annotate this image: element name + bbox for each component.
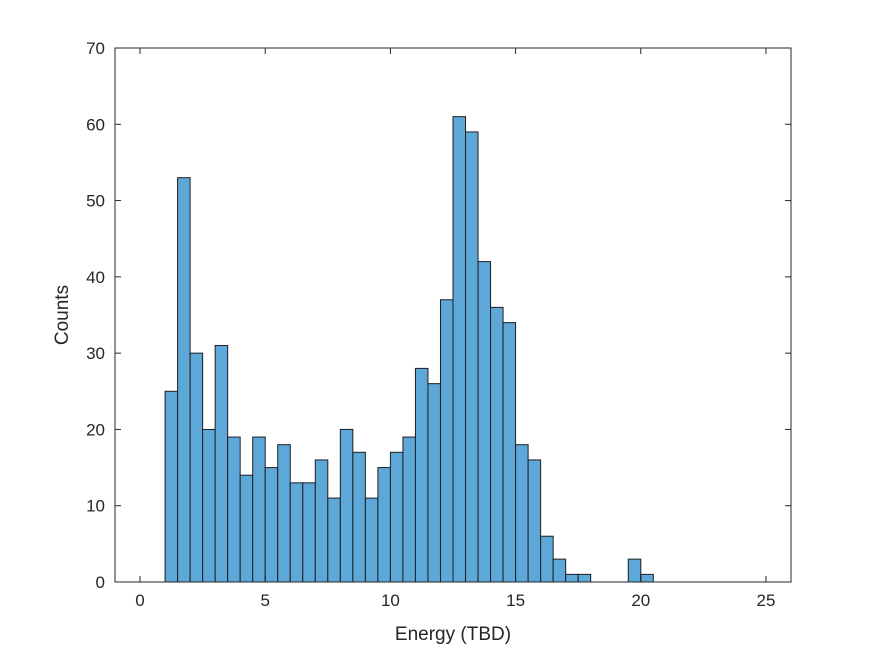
- histogram-bar: [515, 444, 529, 583]
- y-tick-label: 20: [86, 420, 105, 439]
- bars-layer: [164, 116, 654, 583]
- histogram-bar: [164, 390, 179, 583]
- x-axis-label: Energy (TBD): [395, 624, 511, 645]
- histogram-bar: [289, 482, 304, 583]
- histogram-bar: [640, 573, 654, 583]
- histogram-bar: [627, 558, 642, 583]
- histogram-bar: [414, 367, 429, 583]
- histogram-bar: [264, 467, 279, 583]
- histogram-bar: [552, 558, 567, 583]
- histogram-bar: [427, 383, 441, 583]
- histogram-bar: [202, 428, 216, 583]
- y-axis-label: Counts: [52, 285, 73, 345]
- histogram-bar: [502, 322, 517, 583]
- histogram-bar: [389, 451, 404, 583]
- x-tick-label: 15: [506, 591, 525, 610]
- histogram-bar: [277, 444, 291, 583]
- histogram-bar: [214, 345, 229, 583]
- y-tick-label: 60: [86, 115, 105, 134]
- x-tick-label: 5: [260, 591, 269, 610]
- y-tick-label: 10: [86, 497, 105, 516]
- histogram-bar: [327, 497, 341, 583]
- histogram-bar: [490, 306, 504, 583]
- histogram-bar: [364, 497, 379, 583]
- histogram-bar: [465, 131, 479, 583]
- plot-area-frame: [114, 47, 792, 583]
- ticks-layer: 0 5 10 15 20 25 0 10 20 30 40 50 60 70: [86, 39, 791, 610]
- histogram-bar: [302, 482, 316, 583]
- x-tick-label: 0: [135, 591, 144, 610]
- histogram-bar: [452, 116, 467, 583]
- histogram-bar: [477, 261, 492, 583]
- histogram-bar: [527, 459, 542, 583]
- x-tick-label: 25: [757, 591, 776, 610]
- histogram-bar: [565, 573, 579, 583]
- histogram-bar: [339, 428, 354, 583]
- histogram-bar: [540, 535, 554, 583]
- x-tick-label: 10: [381, 591, 400, 610]
- y-tick-label: 70: [86, 39, 105, 58]
- histogram-bar: [402, 436, 416, 583]
- histogram-bar: [239, 474, 254, 583]
- histogram-bar: [189, 352, 204, 583]
- y-tick-label: 40: [86, 268, 105, 287]
- histogram-bar: [577, 573, 592, 583]
- y-tick-label: 30: [86, 344, 105, 363]
- histogram-bar: [377, 467, 391, 583]
- histogram-bar: [177, 177, 191, 583]
- histogram-bar: [352, 451, 366, 583]
- y-tick-label: 50: [86, 192, 105, 211]
- histogram-bar: [252, 436, 266, 583]
- x-tick-label: 20: [631, 591, 650, 610]
- histogram-bar: [439, 299, 454, 583]
- y-tick-label: 0: [96, 573, 105, 592]
- histogram-bar: [227, 436, 241, 583]
- histogram-bar: [314, 459, 329, 583]
